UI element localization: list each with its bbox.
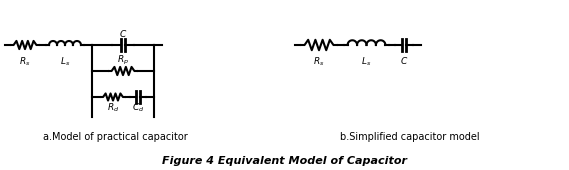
Text: $R_d$: $R_d$ — [107, 101, 119, 114]
Text: $C$: $C$ — [119, 28, 127, 39]
Text: $L_s$: $L_s$ — [60, 55, 70, 67]
Text: $L_s$: $L_s$ — [361, 55, 372, 67]
Text: $R_p$: $R_p$ — [117, 54, 129, 67]
Text: b.Simplified capacitor model: b.Simplified capacitor model — [340, 132, 480, 142]
Text: $C_d$: $C_d$ — [132, 101, 144, 114]
Text: a.Model of practical capacitor: a.Model of practical capacitor — [43, 132, 187, 142]
Text: Figure 4 Equivalent Model of Capacitor: Figure 4 Equivalent Model of Capacitor — [162, 156, 407, 166]
Text: $R_s$: $R_s$ — [19, 55, 31, 67]
Text: $R_s$: $R_s$ — [314, 55, 325, 67]
Text: $C$: $C$ — [400, 55, 408, 66]
